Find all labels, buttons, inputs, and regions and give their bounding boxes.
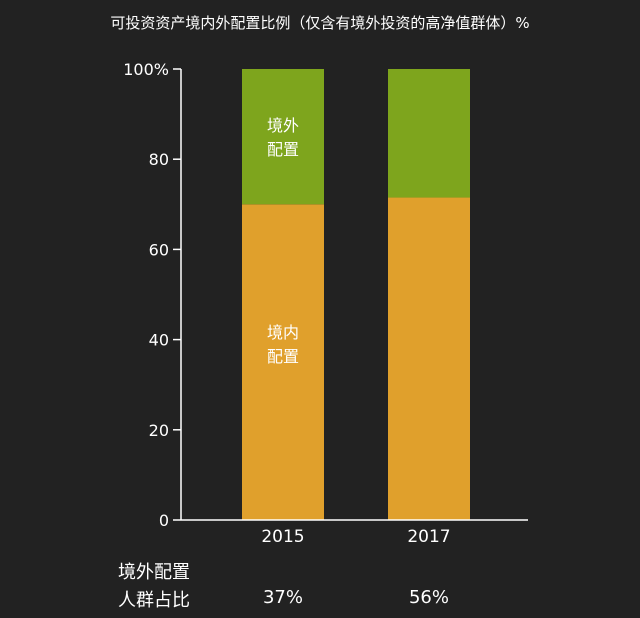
y-axis: 0 20 40 60 80 100% 2015 2017 [123, 60, 528, 547]
x-category-label: 2017 [407, 527, 450, 547]
y-tick-label: 60 [149, 240, 169, 259]
segment-label-series-1-line-0: 境外 [267, 116, 299, 135]
chart-title: 可投资资产境内外配置比例（仅含有境外投资的高净值群体）% [110, 14, 529, 32]
footer-value: 37% [263, 587, 303, 608]
bar-2015-series-0 [242, 204, 324, 521]
bar-2017-series-1 [388, 69, 470, 198]
y-tick-label: 100% [123, 60, 169, 79]
y-tick-label: 20 [149, 421, 169, 440]
footer-value: 56% [409, 587, 449, 608]
footer-label-line: 人群占比 [118, 590, 190, 611]
footer-label-line: 境外配置 [118, 562, 190, 583]
y-tick-label: 40 [149, 331, 169, 350]
x-category-label: 2015 [261, 527, 304, 547]
segment-label-series-1-line-1: 配置 [267, 140, 299, 159]
y-tick-label: 0 [159, 511, 169, 530]
bar-2015-series-1 [242, 69, 324, 205]
bar-2017-series-0 [388, 197, 470, 520]
segment-label-series-0-line-0: 境内 [267, 323, 299, 342]
segment-label-series-0-line-1: 配置 [267, 347, 299, 366]
y-tick-label: 80 [149, 150, 169, 169]
